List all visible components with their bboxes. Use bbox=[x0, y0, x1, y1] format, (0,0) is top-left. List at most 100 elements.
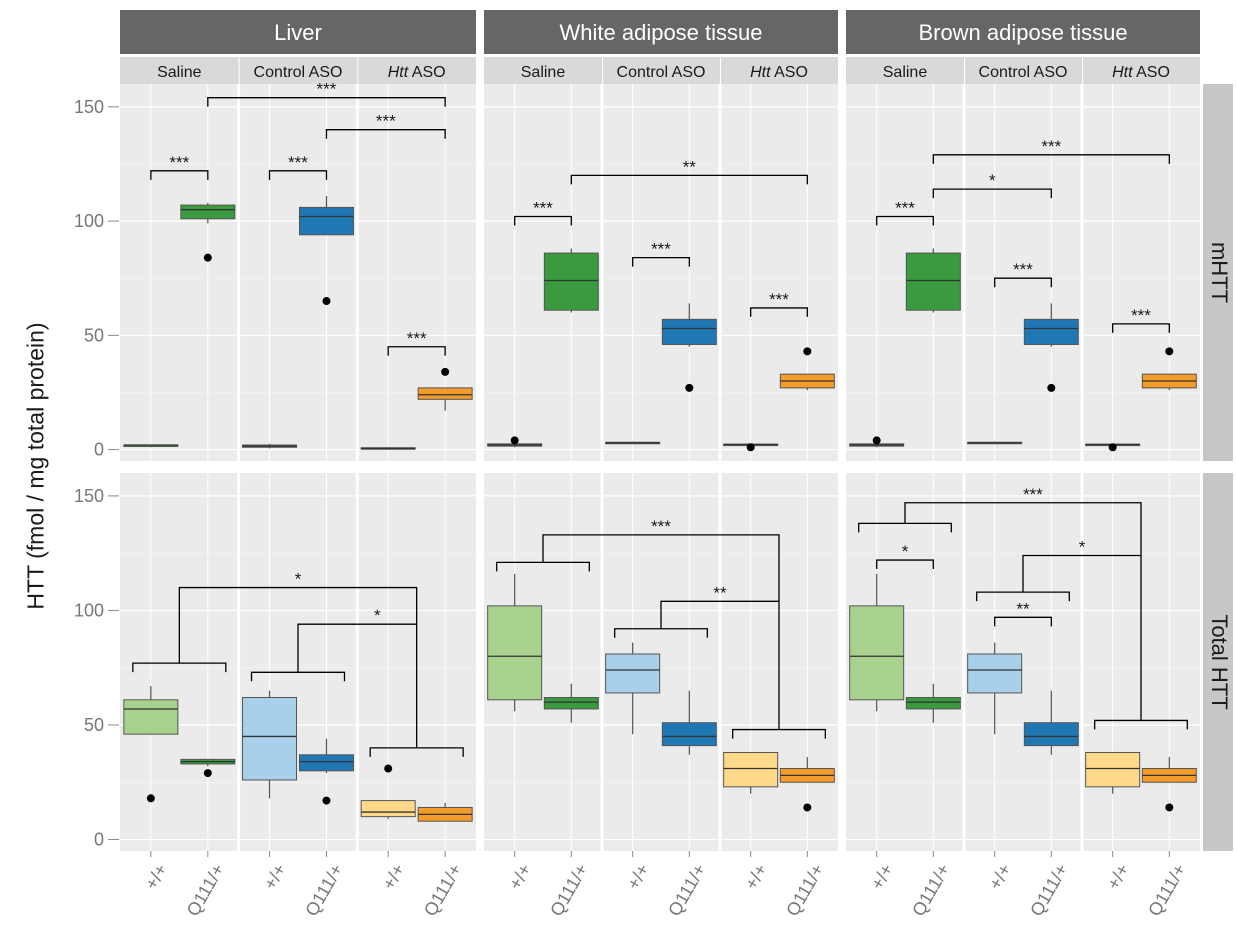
outlier-point bbox=[1047, 383, 1056, 392]
outlier-point bbox=[746, 443, 755, 452]
box bbox=[967, 653, 1023, 694]
significance-label: *** bbox=[169, 153, 189, 172]
significance-label: * bbox=[902, 542, 909, 561]
significance-label: *** bbox=[1041, 137, 1061, 156]
x-tick-label: Q111/+ bbox=[183, 860, 229, 919]
box bbox=[417, 387, 473, 400]
significance-bracket bbox=[1112, 323, 1170, 333]
panel-title: Liver bbox=[274, 20, 322, 45]
significance-bracket bbox=[325, 129, 446, 139]
box bbox=[543, 252, 599, 311]
significance-label: ** bbox=[1016, 599, 1030, 618]
significance-label: ** bbox=[683, 157, 697, 176]
group-label: Htt ASO bbox=[750, 64, 808, 81]
group-strip bbox=[484, 57, 602, 84]
box bbox=[180, 204, 236, 220]
x-tick-label: +/+ bbox=[1103, 860, 1133, 893]
panel-header bbox=[120, 10, 476, 54]
y-tick-label: 50 bbox=[84, 325, 104, 345]
panel-title: Brown adipose tissue bbox=[918, 20, 1127, 45]
significance-bracket bbox=[150, 170, 209, 180]
box bbox=[661, 722, 717, 747]
outlier-point bbox=[441, 367, 450, 376]
group-label: Saline bbox=[883, 64, 928, 81]
panel-background bbox=[484, 84, 838, 461]
group-label: Control ASO bbox=[979, 64, 1068, 81]
group-strip bbox=[846, 57, 964, 84]
box bbox=[543, 697, 599, 710]
outlier-point bbox=[685, 383, 694, 392]
significance-bracket bbox=[1022, 554, 1141, 593]
x-tick-label: Q111/+ bbox=[664, 860, 710, 919]
significance-bracket bbox=[932, 154, 1170, 164]
significance-label: *** bbox=[533, 199, 553, 218]
x-tick-label: +/+ bbox=[985, 860, 1015, 893]
y-tick-label: 100 bbox=[74, 600, 104, 620]
x-tick-label: Q111/+ bbox=[301, 860, 347, 919]
significance-bracket bbox=[876, 559, 934, 570]
outlier-point bbox=[203, 253, 212, 262]
significance-label: *** bbox=[769, 290, 789, 309]
significance-bracket bbox=[876, 215, 934, 226]
group-label: Htt ASO bbox=[1112, 64, 1170, 81]
group-strip bbox=[965, 57, 1082, 84]
box bbox=[123, 699, 179, 735]
box bbox=[1023, 722, 1079, 747]
box bbox=[1085, 751, 1141, 788]
panel-background bbox=[846, 84, 1200, 461]
outlier-point bbox=[803, 347, 812, 356]
significance-bracket bbox=[750, 307, 808, 317]
y-tick-label: 0 bbox=[94, 830, 104, 850]
significance-label: * bbox=[374, 606, 381, 625]
x-tick-label: +/+ bbox=[378, 860, 408, 893]
box bbox=[298, 754, 354, 772]
outlier-point bbox=[803, 803, 812, 812]
box bbox=[1023, 318, 1079, 345]
outlier-point bbox=[322, 297, 331, 306]
box bbox=[661, 318, 717, 345]
significance-bracket bbox=[387, 346, 446, 356]
group-label: Control ASO bbox=[617, 64, 706, 81]
significance-label: *** bbox=[376, 112, 396, 131]
significance-label: *** bbox=[407, 329, 427, 348]
y-tick-label: 50 bbox=[84, 715, 104, 735]
significance-label: *** bbox=[288, 153, 308, 172]
panel-title: White adipose tissue bbox=[560, 20, 763, 45]
outlier-point bbox=[872, 436, 881, 445]
group-label: Saline bbox=[157, 64, 202, 81]
group-strip bbox=[358, 57, 476, 84]
panel-header bbox=[484, 10, 838, 54]
row-label: Total HTT bbox=[1207, 614, 1232, 709]
panel-header bbox=[846, 10, 1200, 54]
significance-bracket bbox=[632, 256, 690, 267]
row-label: mHTT bbox=[1207, 242, 1232, 303]
x-tick-label: Q111/+ bbox=[1026, 860, 1072, 919]
x-tick-label: +/+ bbox=[741, 860, 771, 893]
x-tick-label: Q111/+ bbox=[908, 860, 954, 919]
significance-label: ** bbox=[713, 583, 727, 602]
significance-label: * bbox=[295, 570, 302, 589]
significance-label: *** bbox=[1131, 306, 1151, 325]
outlier-point bbox=[322, 796, 331, 805]
significance-bracket bbox=[994, 616, 1052, 627]
significance-bracket bbox=[297, 623, 417, 673]
x-tick-label: Q111/+ bbox=[782, 860, 828, 919]
significance-bracket bbox=[994, 277, 1052, 288]
box bbox=[905, 252, 961, 311]
x-tick-label: +/+ bbox=[623, 860, 653, 893]
significance-label: *** bbox=[651, 517, 671, 536]
y-axis-label-text: HTT (fmol / mg total protein) bbox=[22, 322, 49, 610]
significance-label: *** bbox=[1013, 260, 1033, 279]
y-tick-label: 0 bbox=[94, 440, 104, 460]
box bbox=[242, 697, 298, 781]
outlier-point bbox=[1165, 347, 1174, 356]
x-tick-label: Q111/+ bbox=[420, 860, 466, 919]
group-strip bbox=[1083, 57, 1200, 84]
significance-bracket bbox=[514, 215, 572, 226]
group-label: Saline bbox=[521, 64, 566, 81]
y-tick-label: 150 bbox=[74, 486, 104, 506]
significance-label: * bbox=[1079, 537, 1086, 556]
significance-bracket bbox=[570, 174, 808, 185]
x-tick-label: +/+ bbox=[505, 860, 535, 893]
